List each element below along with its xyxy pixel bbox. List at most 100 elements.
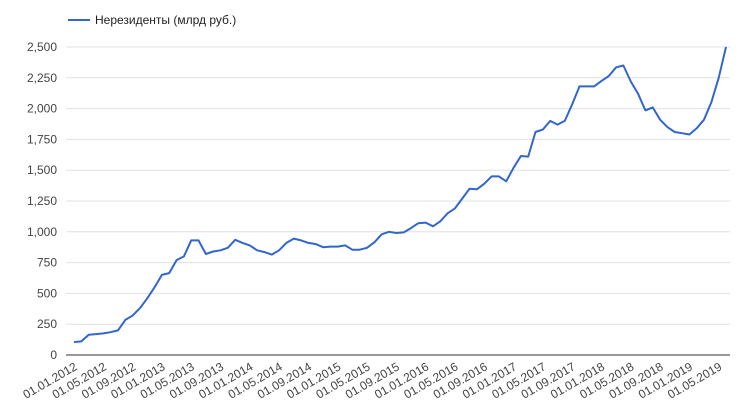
data-point[interactable]: [503, 178, 509, 184]
data-point[interactable]: [108, 329, 114, 335]
data-point[interactable]: [474, 186, 480, 192]
data-point[interactable]: [577, 83, 583, 89]
data-point[interactable]: [210, 249, 216, 255]
data-point[interactable]: [672, 129, 678, 135]
data-point[interactable]: [408, 225, 414, 231]
data-point[interactable]: [694, 125, 700, 131]
data-point[interactable]: [100, 330, 106, 336]
data-point[interactable]: [723, 44, 729, 50]
data-point[interactable]: [679, 130, 685, 136]
data-point[interactable]: [371, 239, 377, 245]
data-point[interactable]: [393, 230, 399, 236]
data-point[interactable]: [496, 173, 502, 179]
y-tick-label: 2,000: [27, 102, 57, 116]
data-point[interactable]: [533, 129, 539, 135]
data-point[interactable]: [320, 244, 326, 250]
data-point[interactable]: [635, 91, 641, 97]
data-point[interactable]: [313, 241, 319, 247]
data-point[interactable]: [305, 240, 311, 246]
data-point[interactable]: [650, 104, 656, 110]
data-point[interactable]: [218, 247, 224, 253]
grid: [66, 46, 730, 356]
data-point[interactable]: [628, 79, 634, 85]
data-point[interactable]: [511, 165, 517, 171]
series-layer: [71, 44, 729, 345]
data-point[interactable]: [415, 220, 421, 226]
data-point[interactable]: [459, 196, 465, 202]
data-point[interactable]: [708, 99, 714, 105]
data-point[interactable]: [555, 122, 561, 128]
data-point[interactable]: [291, 236, 297, 242]
data-point[interactable]: [71, 339, 77, 345]
data-point[interactable]: [437, 218, 443, 224]
data-point[interactable]: [137, 305, 143, 311]
data-point[interactable]: [664, 124, 670, 130]
data-point[interactable]: [181, 253, 187, 259]
data-point[interactable]: [188, 237, 194, 243]
data-point[interactable]: [467, 186, 473, 192]
data-point[interactable]: [518, 153, 524, 159]
data-point[interactable]: [379, 231, 385, 237]
y-tick-label: 1,750: [27, 132, 57, 146]
data-point[interactable]: [203, 251, 209, 257]
data-point[interactable]: [357, 247, 363, 253]
data-point[interactable]: [240, 240, 246, 246]
data-point[interactable]: [174, 257, 180, 263]
data-point[interactable]: [225, 245, 231, 251]
data-point[interactable]: [401, 229, 407, 235]
data-point[interactable]: [152, 284, 158, 290]
series-line[interactable]: [73, 46, 727, 344]
data-point[interactable]: [115, 327, 121, 333]
data-point[interactable]: [196, 237, 202, 243]
data-point[interactable]: [122, 317, 128, 323]
data-point[interactable]: [262, 249, 268, 255]
legend[interactable]: Нерезиденты (млрд руб.): [68, 13, 236, 27]
data-point[interactable]: [686, 132, 692, 138]
data-point[interactable]: [247, 242, 253, 248]
data-point[interactable]: [159, 272, 165, 278]
data-point[interactable]: [591, 83, 597, 89]
data-point[interactable]: [657, 117, 663, 123]
data-point[interactable]: [430, 223, 436, 229]
data-point[interactable]: [93, 331, 99, 337]
data-point[interactable]: [276, 247, 282, 253]
data-point[interactable]: [78, 338, 84, 344]
data-point[interactable]: [525, 154, 531, 160]
data-point[interactable]: [562, 118, 568, 124]
data-point[interactable]: [349, 247, 355, 253]
data-point[interactable]: [489, 173, 495, 179]
data-point[interactable]: [613, 64, 619, 70]
data-point[interactable]: [716, 75, 722, 81]
data-point[interactable]: [327, 244, 333, 250]
data-point[interactable]: [599, 78, 605, 84]
data-point[interactable]: [642, 107, 648, 113]
data-point[interactable]: [701, 117, 707, 123]
y-tick-label: 750: [37, 256, 57, 270]
data-point[interactable]: [335, 244, 341, 250]
data-point[interactable]: [620, 63, 626, 69]
data-point[interactable]: [584, 83, 590, 89]
data-point[interactable]: [445, 210, 451, 216]
data-point[interactable]: [364, 245, 370, 251]
data-point[interactable]: [342, 242, 348, 248]
data-point[interactable]: [269, 252, 275, 258]
data-point[interactable]: [130, 313, 136, 319]
data-point[interactable]: [86, 332, 92, 338]
y-tick-label: 1,000: [27, 225, 57, 239]
data-point[interactable]: [166, 270, 172, 276]
data-point[interactable]: [569, 101, 575, 107]
data-point[interactable]: [232, 237, 238, 243]
data-point[interactable]: [283, 240, 289, 246]
data-point[interactable]: [481, 181, 487, 187]
data-point[interactable]: [254, 247, 260, 253]
data-point[interactable]: [452, 205, 458, 211]
data-point[interactable]: [298, 237, 304, 243]
data-point[interactable]: [144, 295, 150, 301]
data-point[interactable]: [606, 73, 612, 79]
y-tick-label: 2,500: [27, 40, 57, 54]
data-point[interactable]: [547, 118, 553, 124]
data-point[interactable]: [423, 220, 429, 226]
data-point[interactable]: [540, 127, 546, 133]
data-point[interactable]: [386, 229, 392, 235]
